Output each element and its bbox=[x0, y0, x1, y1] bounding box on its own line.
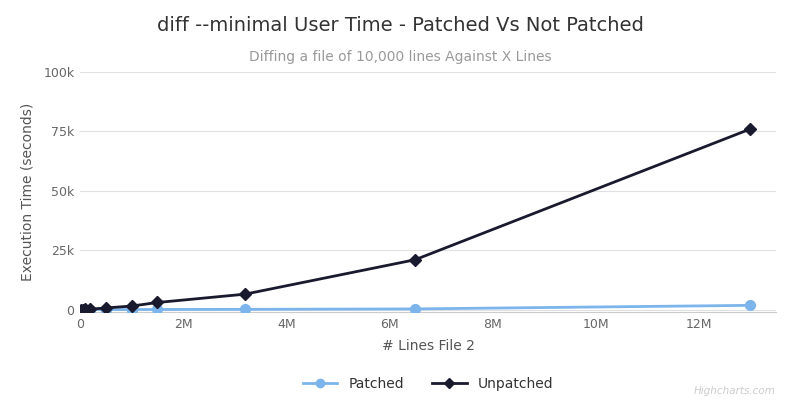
Patched bbox=[76, 307, 86, 312]
Unpatched bbox=[80, 307, 90, 312]
Unpatched bbox=[76, 307, 86, 312]
Unpatched bbox=[126, 304, 136, 308]
Patched bbox=[240, 307, 250, 312]
Unpatched bbox=[78, 307, 87, 312]
Patched bbox=[80, 307, 90, 312]
Text: Highcharts.com: Highcharts.com bbox=[694, 386, 776, 396]
Unpatched bbox=[101, 306, 110, 310]
Unpatched bbox=[153, 300, 162, 305]
Patched bbox=[78, 307, 87, 312]
Patched bbox=[746, 303, 755, 308]
Patched bbox=[410, 306, 420, 311]
Patched bbox=[101, 307, 110, 312]
Text: diff --minimal User Time - Patched Vs Not Patched: diff --minimal User Time - Patched Vs No… bbox=[157, 16, 643, 35]
Unpatched bbox=[86, 307, 95, 312]
Unpatched bbox=[410, 257, 420, 262]
Legend: Patched, Unpatched: Patched, Unpatched bbox=[297, 372, 559, 397]
Y-axis label: Execution Time (seconds): Execution Time (seconds) bbox=[21, 103, 35, 281]
Patched bbox=[126, 307, 136, 312]
Patched bbox=[153, 307, 162, 312]
Patched bbox=[86, 307, 95, 312]
Unpatched bbox=[746, 127, 755, 132]
Line: Patched: Patched bbox=[76, 300, 755, 314]
Line: Unpatched: Unpatched bbox=[76, 125, 754, 314]
Text: Diffing a file of 10,000 lines Against X Lines: Diffing a file of 10,000 lines Against X… bbox=[249, 50, 551, 64]
X-axis label: # Lines File 2: # Lines File 2 bbox=[382, 339, 474, 353]
Unpatched bbox=[240, 292, 250, 296]
